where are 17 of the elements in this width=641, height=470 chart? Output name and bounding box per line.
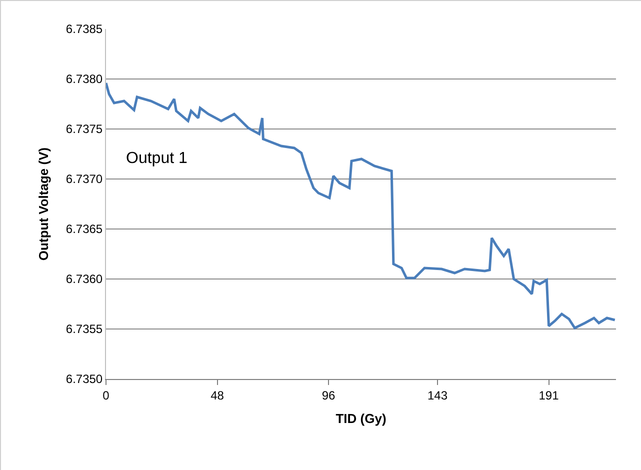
y-tick-label: 6.7360 — [66, 272, 103, 286]
x-tick-label: 191 — [538, 388, 560, 402]
y-tick-label: 6.7380 — [66, 72, 103, 86]
x-tick-label: 48 — [210, 388, 224, 402]
y-tick-label: 6.7375 — [66, 122, 103, 136]
y-tick-label: 6.7350 — [66, 372, 103, 386]
y-tick-label: 6.7385 — [66, 22, 103, 36]
y-tick-label: 6.7370 — [66, 172, 103, 186]
y-tick-label: 6.7355 — [66, 322, 103, 336]
y-tick-label: 6.7365 — [66, 222, 103, 236]
x-tick-label: 143 — [427, 388, 448, 402]
line-series — [106, 82, 616, 330]
y-axis-title: Output Voltage (V) — [36, 147, 51, 261]
x-axis-title: TID (Gy) — [336, 411, 386, 426]
annotation: Output 1 — [126, 150, 188, 167]
x-tick-label: 96 — [322, 388, 336, 402]
x-tick-label: 0 — [102, 388, 110, 402]
